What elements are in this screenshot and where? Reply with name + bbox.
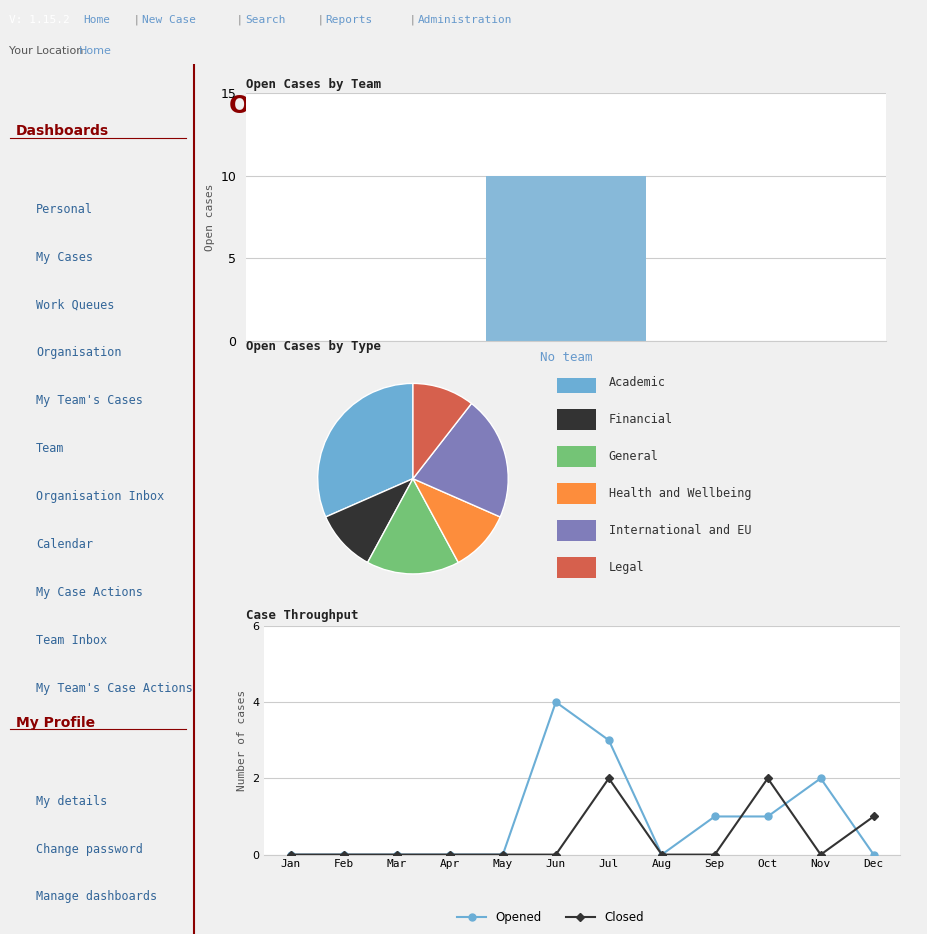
- Text: |: |: [410, 14, 413, 25]
- Text: Team Inbox: Team Inbox: [36, 633, 107, 646]
- Wedge shape: [325, 478, 413, 562]
- Bar: [556, 520, 595, 541]
- Bar: [556, 372, 595, 392]
- Text: Open Cases by Team: Open Cases by Team: [246, 78, 380, 91]
- Text: Calendar: Calendar: [36, 538, 93, 551]
- Bar: [556, 446, 595, 467]
- Text: Open Cases by Type: Open Cases by Type: [246, 340, 380, 353]
- Wedge shape: [413, 478, 500, 562]
- Bar: [556, 557, 595, 577]
- Text: Academic: Academic: [608, 375, 665, 389]
- Text: My Cases: My Cases: [36, 250, 93, 263]
- Text: Personal: Personal: [36, 203, 93, 216]
- Text: Legal: Legal: [608, 560, 643, 573]
- Text: Health and Wellbeing: Health and Wellbeing: [608, 487, 751, 500]
- Text: New Case: New Case: [142, 15, 196, 24]
- Text: My details: My details: [36, 795, 107, 808]
- Wedge shape: [367, 478, 458, 573]
- Text: Organisation: Organisation: [36, 347, 121, 360]
- Text: Work Queues: Work Queues: [36, 299, 114, 312]
- Text: My Team's Case Actions: My Team's Case Actions: [36, 682, 193, 695]
- Text: Change password: Change password: [36, 842, 143, 856]
- Legend: Opened, Closed: Opened, Closed: [451, 906, 648, 928]
- Text: My Profile: My Profile: [16, 716, 95, 730]
- Text: V: 1.15.2: V: 1.15.2: [9, 15, 70, 24]
- Text: Search: Search: [245, 15, 286, 24]
- Bar: [486, 176, 645, 341]
- Text: General: General: [608, 450, 658, 463]
- Text: |: |: [318, 14, 322, 25]
- Text: Organisation Inbox: Organisation Inbox: [36, 490, 164, 503]
- Bar: [556, 483, 595, 503]
- Y-axis label: Open cases: Open cases: [205, 183, 214, 251]
- Text: |: |: [237, 14, 241, 25]
- Y-axis label: Number of cases: Number of cases: [236, 689, 247, 791]
- Text: Administration: Administration: [417, 15, 512, 24]
- Text: Reports: Reports: [325, 15, 373, 24]
- Text: Team: Team: [36, 442, 64, 455]
- Text: Home: Home: [83, 15, 110, 24]
- Text: Case Throughput: Case Throughput: [246, 609, 358, 622]
- Text: International and EU: International and EU: [608, 524, 751, 537]
- Wedge shape: [413, 403, 508, 517]
- Text: Manage dashboards: Manage dashboards: [36, 890, 157, 903]
- Text: My Team's Cases: My Team's Cases: [36, 394, 143, 407]
- Wedge shape: [317, 383, 413, 517]
- Text: Organisation: Organisation: [228, 94, 411, 118]
- Text: Dashboards: Dashboards: [16, 124, 109, 138]
- Text: Financial: Financial: [608, 413, 672, 426]
- Wedge shape: [413, 383, 471, 478]
- Text: My Case Actions: My Case Actions: [36, 586, 143, 599]
- Text: Your Location:: Your Location:: [9, 47, 87, 56]
- Bar: [556, 409, 595, 430]
- Text: |: |: [134, 14, 138, 25]
- Text: Home: Home: [79, 47, 111, 56]
